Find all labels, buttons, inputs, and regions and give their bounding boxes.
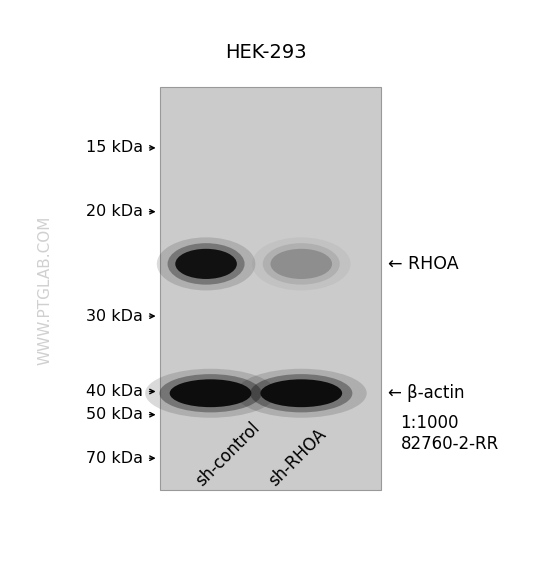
Text: 1:1000: 1:1000	[400, 414, 459, 433]
Ellipse shape	[250, 374, 352, 412]
Text: 30 kDa: 30 kDa	[86, 309, 143, 324]
Text: 70 kDa: 70 kDa	[86, 451, 143, 466]
Text: 50 kDa: 50 kDa	[86, 407, 143, 422]
Ellipse shape	[263, 243, 340, 285]
Text: ← β-actin: ← β-actin	[388, 384, 464, 403]
Ellipse shape	[157, 237, 255, 291]
Text: sh-RHOA: sh-RHOA	[265, 426, 330, 490]
Ellipse shape	[270, 249, 332, 279]
Text: sh-control: sh-control	[192, 419, 263, 490]
Ellipse shape	[167, 243, 245, 285]
Ellipse shape	[170, 379, 251, 407]
Text: ← RHOA: ← RHOA	[388, 255, 458, 273]
Text: 40 kDa: 40 kDa	[86, 384, 143, 399]
Bar	[160, 87, 381, 490]
Ellipse shape	[175, 249, 237, 279]
Text: WWW.PTGLAB.COM: WWW.PTGLAB.COM	[38, 215, 52, 365]
Ellipse shape	[160, 374, 262, 412]
Text: HEK-293: HEK-293	[225, 43, 307, 61]
Text: 82760-2-RR: 82760-2-RR	[400, 434, 498, 453]
Ellipse shape	[252, 237, 351, 291]
Ellipse shape	[260, 379, 342, 407]
Ellipse shape	[236, 369, 367, 418]
Text: 15 kDa: 15 kDa	[86, 140, 143, 155]
Text: 20 kDa: 20 kDa	[86, 204, 143, 219]
Ellipse shape	[145, 369, 276, 418]
